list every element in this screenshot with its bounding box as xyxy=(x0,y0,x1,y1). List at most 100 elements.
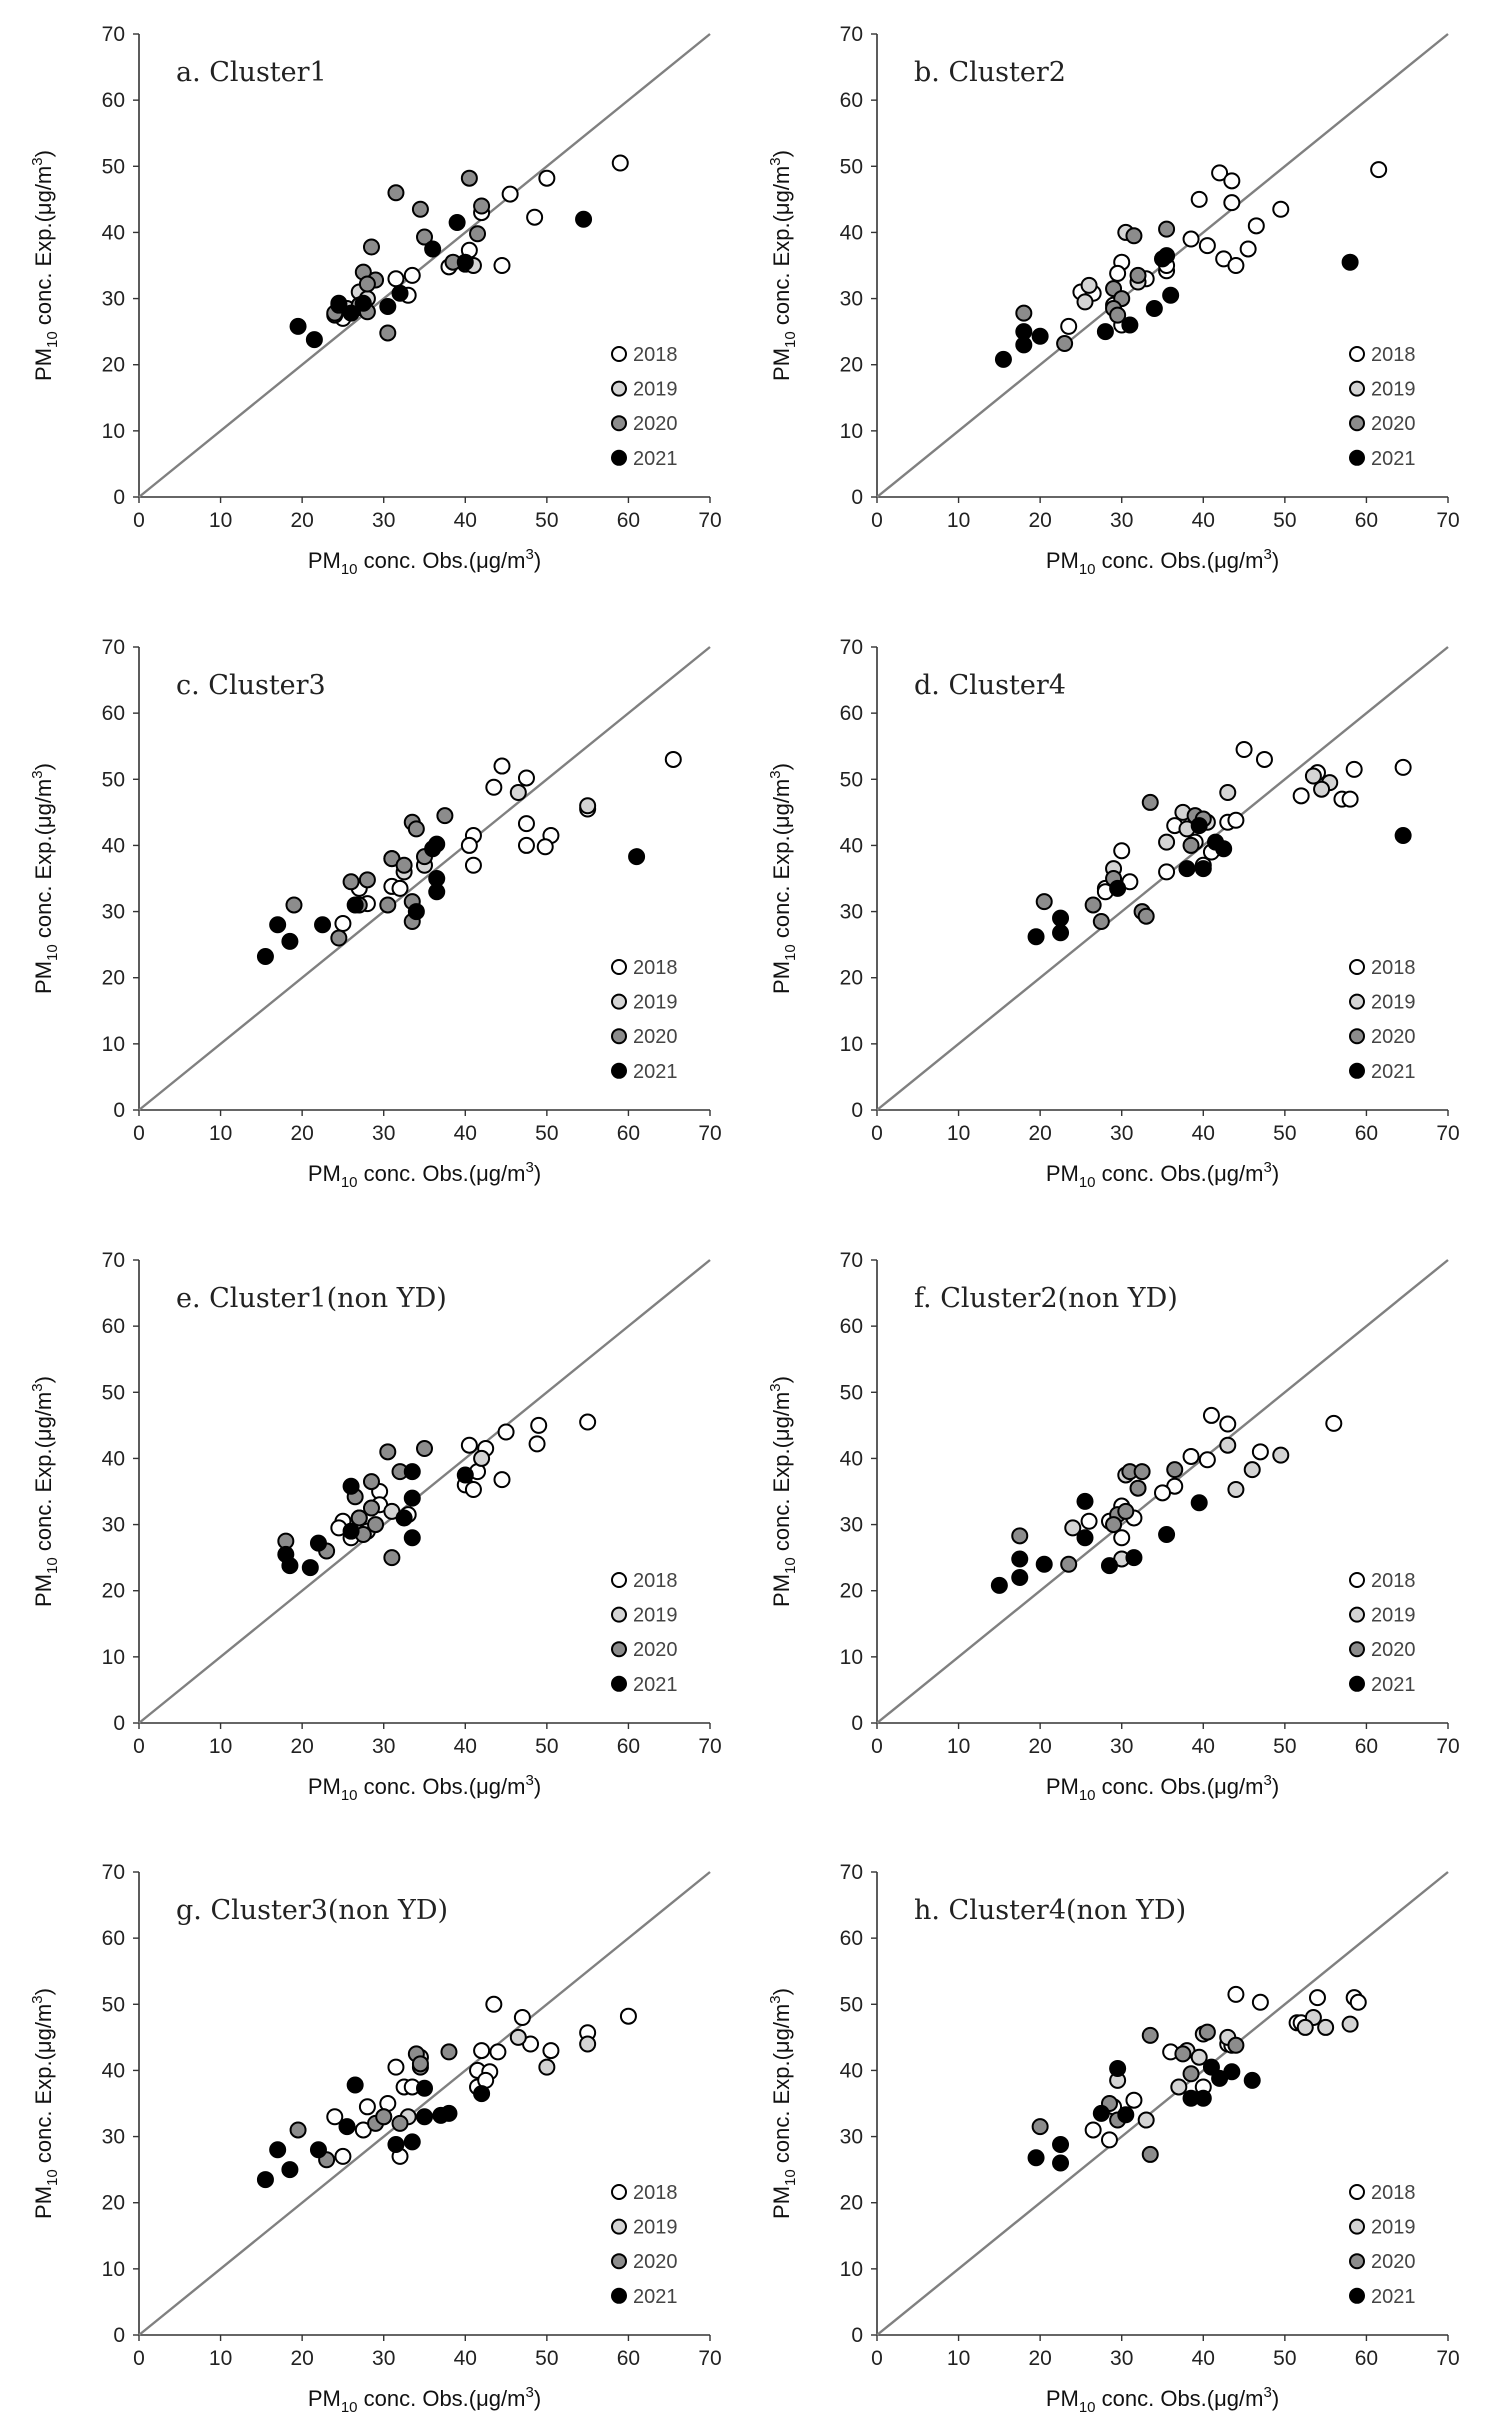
data-point-2021 xyxy=(1052,909,1070,927)
legend-label-2021: 2021 xyxy=(1371,448,1416,470)
legend-marker-2021 xyxy=(611,449,627,466)
x-tick-label: 0 xyxy=(133,1735,145,1758)
x-tick-label: 30 xyxy=(372,509,395,532)
data-point-2021 xyxy=(416,2079,433,2097)
y-tick-label: 60 xyxy=(102,1315,125,1338)
axis-label-part-post: ) xyxy=(769,150,794,157)
y-tick-label: 10 xyxy=(102,1033,125,1056)
y-tick-label: 50 xyxy=(840,1381,863,1404)
data-point-2020 xyxy=(383,1549,401,1567)
axis-label-part-sup: 3 xyxy=(29,157,46,165)
legend-label-2020: 2020 xyxy=(1371,413,1416,435)
axis-label-part-mid: conc. Obs.(μg/m xyxy=(1096,1161,1264,1186)
legend-marker-2018 xyxy=(611,1572,627,1588)
data-point-2021 xyxy=(403,1529,421,1547)
panel-title: b. Cluster2 xyxy=(914,57,1066,88)
data-point-2018 xyxy=(489,2043,507,2061)
data-point-2020 xyxy=(289,2121,307,2139)
data-point-2020 xyxy=(362,1473,380,1491)
data-point-2019 xyxy=(1219,784,1237,802)
data-point-2020 xyxy=(1084,896,1102,914)
y-tick-label: 20 xyxy=(840,2192,863,2215)
x-tick-label: 10 xyxy=(947,1122,970,1145)
legend-label-2021: 2021 xyxy=(1371,1061,1416,1083)
data-point-2020 xyxy=(1125,227,1143,245)
data-point-2021 xyxy=(1100,1557,1118,1575)
data-point-2018 xyxy=(1235,741,1253,759)
data-point-2021 xyxy=(1027,928,1045,946)
data-point-2021 xyxy=(379,298,397,316)
y-tick-label: 0 xyxy=(851,1712,863,1735)
data-point-2020 xyxy=(1227,2036,1245,2054)
legend-label-2019: 2019 xyxy=(1371,379,1416,401)
data-point-2019 xyxy=(509,784,527,802)
scatter-panel-7: 0 10 20 30 40 50 60 70 0 10 20 30 40 50 60 70 g. Cluster… xyxy=(29,1861,722,2416)
axis-label-part-sup: 3 xyxy=(1263,546,1271,563)
axis-label-part-mid: conc. Exp.(μg/m xyxy=(31,166,56,332)
data-point-2019 xyxy=(1137,2111,1155,2129)
axis-label-part-sub: 10 xyxy=(782,2169,799,2186)
x-tick-label: 70 xyxy=(698,1735,721,1758)
data-point-2020 xyxy=(460,169,478,187)
data-point-2019 xyxy=(1272,1446,1290,1464)
data-point-2020 xyxy=(395,856,413,874)
data-point-2020 xyxy=(1015,304,1033,322)
legend-marker-2020 xyxy=(611,2253,627,2270)
panel-title: h. Cluster4(non YD) xyxy=(914,1895,1186,1926)
data-point-2020 xyxy=(362,238,380,256)
legend-label-2019: 2019 xyxy=(633,1605,678,1627)
x-tick-label: 60 xyxy=(617,1122,640,1145)
data-point-2019 xyxy=(1190,2048,1208,2066)
y-tick-label: 40 xyxy=(840,1447,863,1470)
legend-marker-2019 xyxy=(1349,2218,1365,2235)
y-tick-label: 60 xyxy=(102,1927,125,1950)
y-tick-label: 0 xyxy=(113,1099,125,1122)
data-point-2021 xyxy=(338,2118,356,2136)
x-tick-label: 60 xyxy=(1355,509,1378,532)
data-point-2018 xyxy=(1247,217,1265,235)
axis-label-part-post: ) xyxy=(1272,548,1279,573)
axis-label-part-post: ) xyxy=(31,150,56,157)
x-tick-label: 10 xyxy=(947,1735,970,1758)
data-point-2018 xyxy=(1198,237,1216,255)
axis-label-part-mid: conc. Exp.(μg/m xyxy=(31,2004,56,2170)
legend-marker-2021 xyxy=(611,2287,627,2304)
data-point-2018 xyxy=(1219,1415,1237,1433)
y-tick-label: 70 xyxy=(102,23,125,46)
data-point-2020 xyxy=(1109,306,1127,324)
data-point-2020 xyxy=(358,275,376,293)
y-tick-label: 50 xyxy=(102,768,125,791)
data-point-2018 xyxy=(387,270,405,288)
y-tick-label: 60 xyxy=(840,1927,863,1950)
x-tick-label: 0 xyxy=(133,509,145,532)
x-axis-label: PM10 conc. Obs.(μg/m3) xyxy=(308,1159,541,1191)
data-point-2021 xyxy=(990,1576,1008,1594)
data-point-2019 xyxy=(509,2028,527,2046)
x-tick-label: 40 xyxy=(454,1735,477,1758)
data-point-2021 xyxy=(448,214,466,232)
data-point-2020 xyxy=(350,1509,368,1527)
data-point-2020 xyxy=(379,896,397,914)
axis-label-part-mid: conc. Exp.(μg/m xyxy=(31,779,56,945)
data-point-2018 xyxy=(334,914,352,932)
legend-marker-2021 xyxy=(1349,2287,1365,2304)
x-tick-label: 40 xyxy=(454,509,477,532)
legend-label-2019: 2019 xyxy=(633,379,678,401)
data-point-2019 xyxy=(1076,293,1094,311)
x-axis-label: PM10 conc. Obs.(μg/m3) xyxy=(308,546,541,578)
data-point-2021 xyxy=(387,2136,405,2154)
axis-label-part-pre: PM xyxy=(308,1774,341,1799)
data-point-2020 xyxy=(1060,1555,1078,1573)
legend-marker-2019 xyxy=(1349,1606,1365,1623)
axis-label-part-mid: conc. Obs.(μg/m xyxy=(358,2386,526,2411)
data-point-2021 xyxy=(1011,1550,1029,1568)
legend-label-2020: 2020 xyxy=(633,2251,678,2273)
data-point-2018 xyxy=(358,2098,376,2116)
data-point-2020 xyxy=(362,1499,380,1517)
panel-title: a. Cluster1 xyxy=(176,57,327,88)
y-tick-label: 0 xyxy=(113,1712,125,1735)
data-point-2021 xyxy=(1117,2106,1135,2124)
data-point-2020 xyxy=(1182,836,1200,854)
legend-marker-2018 xyxy=(1349,1572,1365,1588)
scatter-panel-4: 0 10 20 30 40 50 60 70 0 10 20 30 40 50 60 70 d. Cluster… xyxy=(767,636,1460,1191)
